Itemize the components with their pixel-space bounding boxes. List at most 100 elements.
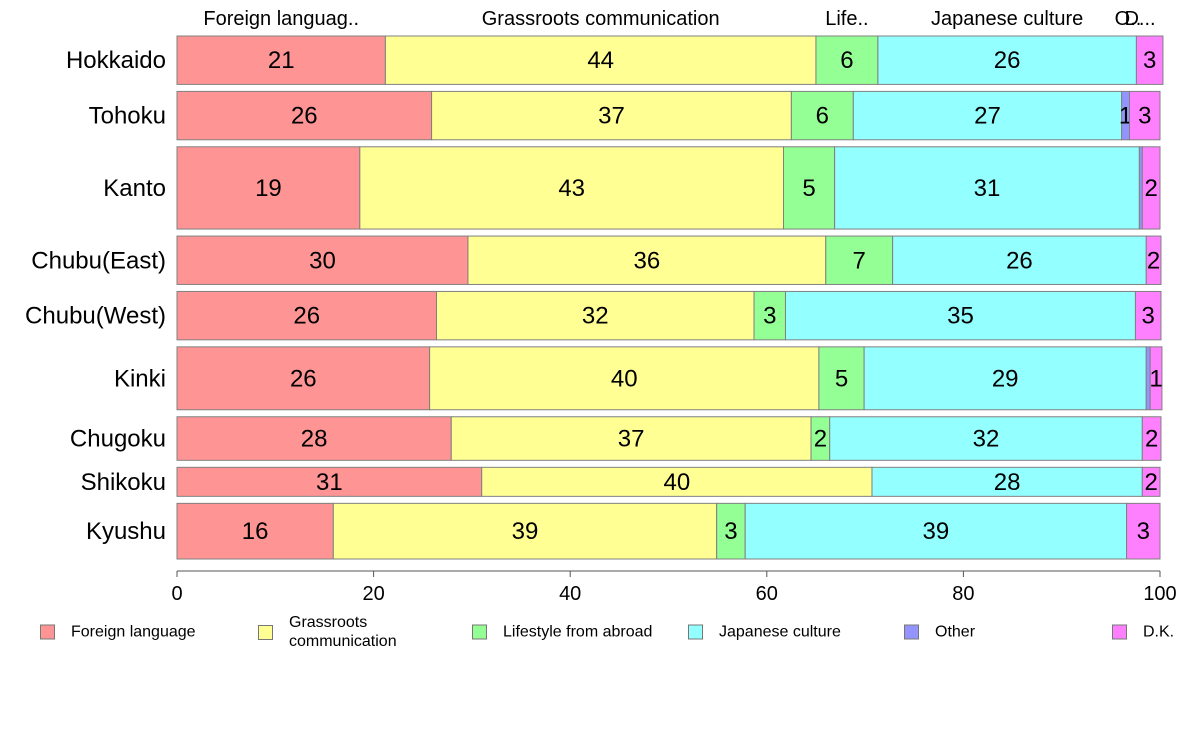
- legend-swatch-d-k: [1112, 624, 1127, 640]
- x-tick-label-60: 60: [756, 583, 778, 605]
- legend-label-grassroots-communication: Grassroots communication: [289, 614, 397, 650]
- data-label-hokkaido-foreign-language: 21: [268, 47, 295, 74]
- bar-kyushu-grassroots-communication: [332, 502, 718, 560]
- data-label-hokkaido-japanese-culture: 26: [994, 47, 1021, 74]
- bar-kanto-d-k: [1141, 146, 1161, 230]
- y-label-tohoku: Tohoku: [89, 103, 166, 130]
- y-axis-labels: Hokkaido Tohoku Kanto Chubu(East) Chubu(West…: [25, 47, 166, 545]
- top-label-foreign-language: Foreign languag..: [203, 8, 359, 30]
- legend-swatch-lifestyle-from-abroad: [472, 624, 487, 640]
- bar-chubu-west-foreign-language: [176, 290, 438, 341]
- bar-kinki-d-k: [1149, 346, 1163, 411]
- data-label-kinki-grassroots-communication: 40: [611, 365, 638, 392]
- bar-kinki-lifestyle-from-abroad: [818, 346, 865, 411]
- legend-label-foreign-language: Foreign language: [71, 623, 196, 641]
- legend-label-japanese-culture: Japanese culture: [719, 623, 841, 641]
- data-label-tohoku-grassroots-communication: 37: [598, 103, 625, 130]
- legend-label-other: Other: [935, 623, 976, 641]
- y-label-kinki: Kinki: [114, 365, 166, 392]
- data-label-hokkaido-lifestyle-from-abroad: 6: [840, 47, 853, 74]
- bar-kanto-grassroots-communication: [359, 146, 785, 230]
- x-axis: 0 20 40 60 80 100: [171, 570, 1177, 605]
- bar-kinki-grassroots-communication: [429, 346, 820, 411]
- data-label-chubu-west-japanese-culture: 35: [947, 303, 974, 330]
- data-label-shikoku-foreign-language: 31: [316, 469, 343, 496]
- bar-shikoku-japanese-culture: [871, 466, 1143, 497]
- bar-shikoku-d-k: [1141, 466, 1161, 497]
- x-tick-label-80: 80: [952, 583, 974, 605]
- bar-chubu-east-grassroots-communication: [467, 235, 827, 285]
- bar-chugoku-d-k: [1141, 416, 1162, 461]
- bars: 21 44 6 26 326 37 6 27 1 319 43 5 31 230 36 7 26 226 32 3 35…: [176, 35, 1164, 560]
- legend-swatch-grassroots-communication: [258, 624, 273, 640]
- x-tick-label-0: 0: [171, 583, 182, 605]
- legend-label-d-k: D.K.: [1143, 623, 1175, 641]
- bar-kanto-lifestyle-from-abroad: [783, 146, 836, 230]
- data-label-chubu-west-d-k: 3: [1142, 303, 1155, 330]
- data-label-chugoku-lifestyle-from-abroad: 2: [814, 426, 827, 453]
- data-label-chubu-east-foreign-language: 30: [309, 247, 336, 274]
- data-label-kanto-d-k: 2: [1144, 175, 1157, 202]
- legend-swatch-other: [904, 624, 919, 640]
- bar-chubu-east-d-k: [1145, 235, 1162, 285]
- data-label-chubu-west-grassroots-communication: 32: [582, 303, 609, 330]
- bar-hokkaido-grassroots-communication: [384, 35, 817, 85]
- legend-item-foreign-language: Foreign language: [40, 623, 196, 642]
- bar-tohoku-grassroots-communication: [431, 90, 792, 141]
- data-label-kinki-japanese-culture: 29: [992, 365, 1019, 392]
- x-tick-label-40: 40: [559, 583, 581, 605]
- y-label-kanto: Kanto: [103, 175, 166, 202]
- data-label-chugoku-d-k: 2: [1145, 426, 1158, 453]
- y-label-chubu-east: Chubu(East): [31, 247, 166, 274]
- data-label-kinki-lifestyle-from-abroad: 5: [835, 365, 848, 392]
- bar-chubu-east-lifestyle-from-abroad: [825, 235, 894, 285]
- data-label-hokkaido-grassroots-communication: 44: [587, 47, 614, 74]
- y-label-chubu-west: Chubu(West): [25, 303, 166, 330]
- data-label-kanto-foreign-language: 19: [255, 175, 282, 202]
- y-label-chugoku: Chugoku: [70, 426, 166, 453]
- data-label-kyushu-foreign-language: 16: [242, 518, 269, 545]
- bar-chugoku-foreign-language: [176, 416, 452, 461]
- bar-chubu-east-japanese-culture: [892, 235, 1147, 285]
- data-label-kinki-d-k: 1: [1149, 365, 1162, 392]
- top-label-japanese-culture: Japanese culture: [931, 8, 1083, 30]
- data-label-chugoku-grassroots-communication: 37: [618, 426, 645, 453]
- bar-kyushu-d-k: [1126, 502, 1161, 560]
- data-label-tohoku-foreign-language: 26: [291, 103, 318, 130]
- bar-kanto-foreign-language: [176, 146, 361, 230]
- bar-chugoku-japanese-culture: [829, 416, 1143, 461]
- legend-item-lifestyle-from-abroad: Lifestyle from abroad: [472, 623, 652, 642]
- bar-chubu-west-grassroots-communication: [436, 290, 755, 341]
- data-label-tohoku-lifestyle-from-abroad: 6: [816, 103, 829, 130]
- data-label-tohoku-japanese-culture: 27: [974, 103, 1001, 130]
- data-label-chubu-east-grassroots-communication: 36: [634, 247, 661, 274]
- data-label-kyushu-lifestyle-from-abroad: 3: [724, 518, 737, 545]
- data-label-chubu-west-lifestyle-from-abroad: 3: [763, 303, 776, 330]
- bar-hokkaido-d-k: [1135, 35, 1164, 85]
- top-label-lifestyle-from-abroad: Life..: [825, 8, 868, 30]
- data-label-tohoku-other: 1: [1119, 103, 1132, 130]
- bar-tohoku-lifestyle-from-abroad: [790, 90, 854, 141]
- chart: Foreign languag.. Grassroots communicatio…: [25, 8, 1177, 605]
- data-label-tohoku-d-k: 3: [1138, 103, 1151, 130]
- bar-kinki-foreign-language: [176, 346, 431, 411]
- data-label-kanto-japanese-culture: 31: [974, 175, 1001, 202]
- bar-tohoku-d-k: [1129, 90, 1161, 141]
- legend-item-japanese-culture: Japanese culture: [688, 623, 841, 642]
- bar-kinki-japanese-culture: [863, 346, 1147, 411]
- bar-tohoku-foreign-language: [176, 90, 433, 141]
- data-label-chubu-east-lifestyle-from-abroad: 7: [853, 247, 866, 274]
- data-label-kyushu-d-k: 3: [1137, 518, 1150, 545]
- legend: Foreign language Grassroots communication…: [0, 614, 1188, 670]
- legend-swatch-japanese-culture: [688, 624, 703, 640]
- bar-shikoku-foreign-language: [176, 466, 483, 497]
- data-label-shikoku-d-k: 2: [1144, 469, 1157, 496]
- data-label-chubu-east-d-k: 2: [1147, 247, 1160, 274]
- data-label-hokkaido-d-k: 3: [1143, 47, 1156, 74]
- data-label-shikoku-japanese-culture: 28: [994, 469, 1021, 496]
- data-label-chubu-east-japanese-culture: 26: [1006, 247, 1033, 274]
- bar-kyushu-japanese-culture: [744, 502, 1128, 560]
- data-label-kanto-lifestyle-from-abroad: 5: [802, 175, 815, 202]
- data-label-chubu-west-foreign-language: 26: [293, 303, 320, 330]
- data-label-chugoku-foreign-language: 28: [301, 426, 328, 453]
